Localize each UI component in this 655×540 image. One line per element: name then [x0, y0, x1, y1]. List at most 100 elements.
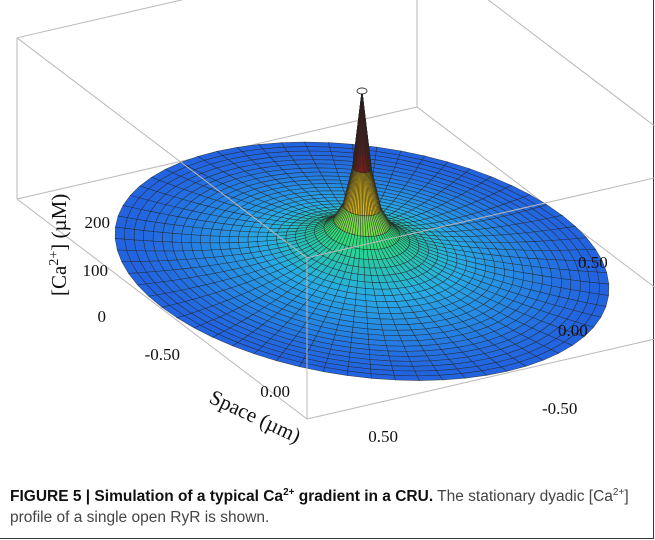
surface-cell [238, 236, 249, 243]
surface-cell [315, 163, 337, 169]
x-tick-label: 0.00 [260, 382, 290, 401]
surface-cell [238, 230, 250, 238]
surface-cell [319, 171, 340, 177]
surface-cell [181, 242, 193, 252]
surface-cell [356, 280, 366, 289]
surface-cell [317, 167, 338, 173]
surface-cell [286, 150, 312, 157]
surface-cell [321, 175, 341, 181]
z-tick-label: 200 [85, 213, 111, 232]
surface-cell [314, 186, 332, 192]
surface-cell [219, 235, 230, 244]
y-tick-label: 0.50 [578, 253, 608, 272]
surface-cell [365, 294, 377, 302]
surface-cell [416, 374, 444, 381]
surface-cell [219, 229, 231, 237]
surface-cell [190, 242, 203, 251]
surface-cell [414, 370, 441, 377]
surface-cell [247, 231, 260, 238]
caption-title: FIGURE 5 | Simulation of a typical Ca2+ … [10, 487, 434, 506]
surface-cell [190, 234, 202, 244]
surface-cell [209, 242, 222, 251]
surface-cell [392, 370, 418, 377]
surface-cell [387, 350, 409, 357]
surface-cell [410, 360, 434, 367]
surface-cell [330, 190, 346, 195]
y-tick-label: -0.50 [542, 399, 577, 418]
surface-cell [357, 266, 365, 276]
surface-cell [308, 150, 333, 157]
surface-cell [200, 227, 213, 237]
surface-cell [570, 279, 581, 292]
surface-plot: 0 100 200 -0.50 0.00 0.50 -0.50 0.00 0.5… [16, 0, 655, 448]
peak-cap [356, 87, 368, 95]
surface-cell [296, 163, 319, 169]
box-edge [487, 0, 655, 127]
surface-cell [382, 329, 400, 336]
surface-cell [391, 365, 416, 372]
surface-cell [290, 155, 314, 161]
surface-cell [326, 183, 344, 188]
surface-cell [209, 235, 221, 244]
surface-cell [257, 231, 269, 238]
surface-cell [328, 186, 345, 192]
surface-cell [114, 226, 126, 240]
surface-cell [383, 335, 403, 342]
surface-cell [357, 273, 366, 283]
figure-caption: FIGURE 5 | Simulation of a typical Ca2+ … [10, 482, 640, 528]
x-tick-label: -0.50 [145, 345, 180, 364]
surface-cell [181, 233, 192, 243]
surface-cell [381, 324, 398, 331]
surface-cell [200, 235, 211, 244]
box-edge [306, 177, 655, 259]
surface-cell [403, 345, 425, 352]
surface-cell [393, 375, 420, 381]
surface-cell [311, 183, 330, 188]
surface-cell [200, 242, 212, 251]
surface-cell [283, 146, 310, 152]
surface-cell [407, 355, 431, 362]
surface-cell [358, 258, 365, 268]
surface-cell [143, 230, 154, 242]
caption-body: The stationary dyadic [Ca2+] profile of … [10, 487, 629, 527]
surface-cell [228, 230, 241, 238]
z-axis-label: [Ca2+] (µM) [47, 194, 71, 296]
surface-cell [228, 242, 240, 250]
surface-cell [412, 365, 437, 372]
surface-cell [299, 167, 321, 173]
surface-cell [310, 155, 334, 161]
bounding-box-back [16, 0, 655, 420]
surface-cell [598, 282, 610, 296]
surface-cell [589, 281, 600, 295]
surface-cell [293, 159, 317, 165]
surface-cell [162, 232, 173, 243]
surface-cell [365, 300, 378, 308]
surface-cell [351, 265, 359, 275]
surface-cell [323, 179, 342, 185]
surface-cell [535, 349, 560, 361]
surface-cell [386, 345, 407, 352]
surface-cell [152, 231, 164, 242]
surface-cell [247, 236, 258, 243]
surface-cell [308, 179, 328, 185]
surface-cell [306, 146, 332, 152]
bounding-box-front [16, 0, 655, 419]
surface-mesh [114, 87, 610, 381]
z-tick-label: 100 [83, 261, 109, 280]
surface-cell [305, 175, 325, 181]
box-edge [16, 37, 308, 259]
x-tick-label: 0.50 [368, 427, 398, 446]
z-tick-label: 0 [98, 307, 107, 326]
surface-cell [596, 271, 610, 285]
surface-cell [124, 228, 135, 241]
surface-cell [302, 171, 323, 177]
surface-cell [384, 340, 405, 347]
box-edge [306, 338, 655, 420]
y-tick-label: 0.00 [558, 321, 588, 340]
box-edge [16, 0, 184, 39]
surface-cell [133, 229, 145, 241]
surface-cell [358, 248, 365, 260]
surface-cell [171, 241, 184, 252]
surface-cell [209, 228, 222, 237]
